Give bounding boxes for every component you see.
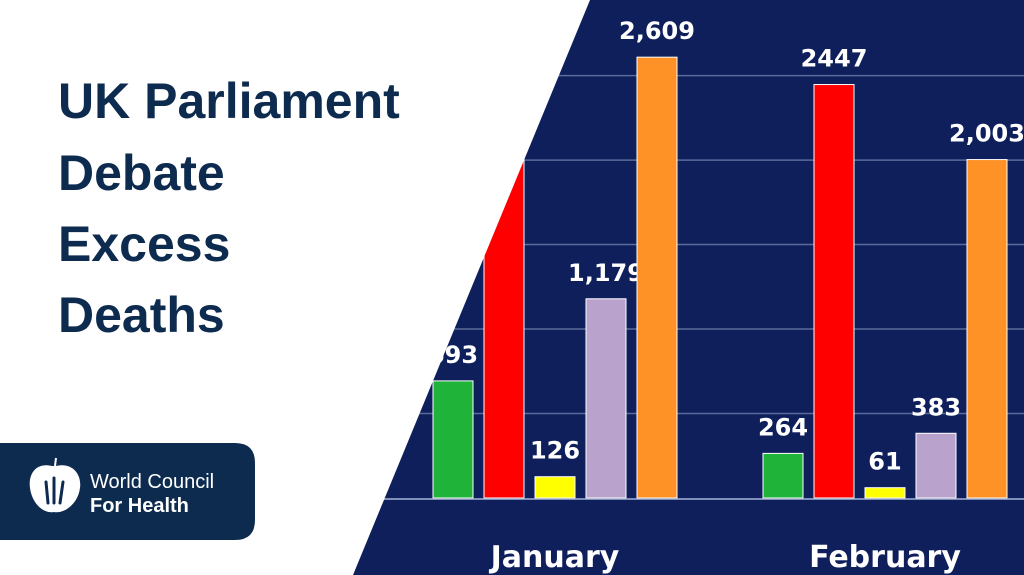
data-label: 126	[530, 437, 580, 465]
bar	[966, 159, 1008, 499]
bar	[534, 476, 576, 499]
bar	[636, 56, 678, 499]
data-label: 2,609	[619, 17, 695, 45]
logo-hand	[44, 476, 65, 505]
logo-text: World Council	[90, 471, 214, 493]
data-label: 2447	[801, 45, 868, 73]
title-line: Deaths	[58, 287, 225, 343]
data-label: 383	[911, 393, 961, 421]
data-label: 1,179	[568, 259, 644, 287]
bar	[813, 84, 855, 499]
data-label: 61	[868, 448, 901, 476]
title-line: UK Parliament	[58, 73, 400, 129]
white-panel	[0, 0, 590, 575]
bar	[762, 452, 804, 499]
data-label: 264	[758, 413, 808, 441]
title-line: Debate	[58, 145, 225, 201]
logo: World Council For Health	[0, 443, 255, 540]
bar	[915, 432, 957, 499]
x-tick-label: February	[809, 540, 961, 575]
bar	[864, 487, 906, 499]
bar	[585, 298, 627, 499]
data-label: 2,003	[949, 120, 1024, 148]
logo-text: For Health	[90, 495, 189, 517]
logo-stem	[54, 457, 57, 467]
bar	[432, 380, 474, 499]
plot: January6931261,1792,609February264244761…	[360, 17, 1024, 575]
x-tick-label: January	[489, 540, 620, 575]
title-line: Excess	[58, 216, 230, 272]
